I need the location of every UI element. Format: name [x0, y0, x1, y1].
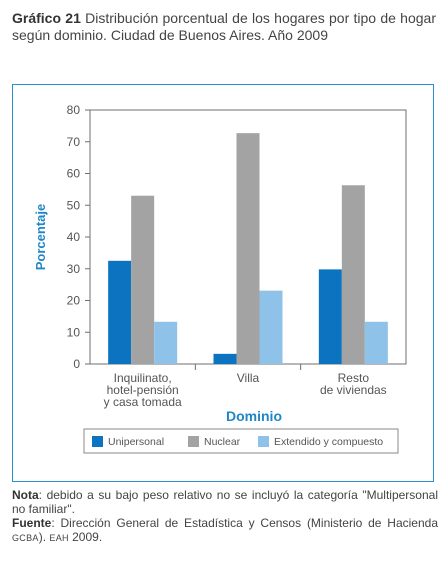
bar-unipersonal [213, 353, 237, 364]
y-tick-label: 80 [67, 103, 81, 117]
source-abbrev-gcba: GCBA [12, 533, 39, 543]
y-tick-label: 20 [67, 294, 81, 308]
source-label: Fuente [12, 516, 52, 530]
y-tick-label: 50 [67, 198, 81, 212]
legend-swatch [258, 436, 269, 447]
y-tick-label: 30 [67, 262, 81, 276]
bar-extendido-y-compuesto [259, 290, 283, 364]
y-tick-label: 60 [67, 167, 81, 181]
chart-title: Gráfico 21 Distribución porcentual de lo… [12, 10, 436, 44]
x-tick-label-line: Villa [237, 371, 260, 385]
bar-extendido-y-compuesto [364, 321, 388, 364]
bar-nuclear [131, 195, 155, 364]
source-text-3: 2009. [68, 530, 103, 544]
x-tick-label: Villa [237, 371, 260, 385]
legend-label: Nuclear [204, 436, 241, 448]
note-label: Nota [12, 488, 39, 502]
bar-extendido-y-compuesto [154, 321, 178, 364]
y-tick-label: 40 [67, 230, 81, 244]
source-text-1: : Dirección General de Estadística y Cen… [51, 516, 438, 530]
y-tick-label: 10 [67, 325, 81, 339]
bar-unipersonal [318, 269, 342, 364]
x-tick-label-line: Resto [338, 371, 370, 385]
x-tick-label-line: de viviendas [320, 383, 387, 397]
x-tick-label-line: hotel-pensión [107, 383, 179, 397]
y-tick-label: 70 [67, 135, 81, 149]
legend-label: Extendido y compuesto [274, 436, 383, 448]
x-tick-label: Inquilinato, hotel-pensión y casa tomada [104, 371, 182, 409]
bar-nuclear [341, 185, 365, 364]
x-tick-label: Resto de viviendas [320, 371, 387, 397]
x-tick-label-line: Inquilinato, [114, 371, 172, 385]
legend-label: Unipersonal [108, 436, 164, 448]
bar-unipersonal [108, 260, 132, 364]
chart-frame [12, 84, 434, 482]
bar-nuclear [236, 133, 260, 364]
y-tick-label: 0 [73, 357, 80, 371]
x-tick-label-line: y casa tomada [104, 395, 182, 409]
source-line: Fuente: Dirección General de Estadística… [12, 516, 438, 545]
chart-title-label: Gráfico 21 [12, 10, 81, 26]
legend-box [83, 428, 399, 454]
legend-swatch [188, 436, 199, 447]
source-abbrev-eah: EAH [49, 533, 69, 543]
note-text: : debido a su bajo peso relativo no se i… [12, 488, 438, 516]
note-line: Nota: debido a su bajo peso relativo no … [12, 488, 438, 516]
chart-title-text: Distribución porcentual de los hogares p… [12, 10, 436, 43]
bar-chart: 0 10 20 30 40 50 60 70 80 Inquilinato, hotel-pensi… [33, 103, 407, 454]
chart-notes: Nota: debido a su bajo peso relativo no … [12, 488, 438, 545]
x-axis-label: Dominio [226, 408, 282, 424]
y-axis-label: Porcentaje [33, 204, 48, 270]
legend-swatch [92, 436, 103, 447]
source-text-2: ). [38, 530, 50, 544]
